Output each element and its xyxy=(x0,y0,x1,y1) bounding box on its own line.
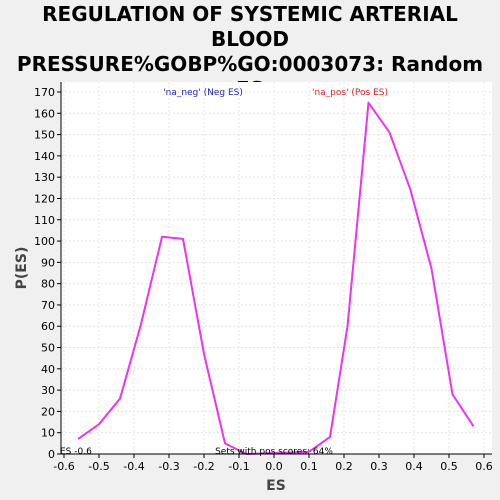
y-tick-label: 60 xyxy=(41,320,55,333)
y-tick-label: 70 xyxy=(41,299,55,312)
y-tick-label: 170 xyxy=(34,86,55,99)
x-tick-label: -0.3 xyxy=(158,460,179,473)
plot-area xyxy=(61,82,492,454)
y-tick-label: 90 xyxy=(41,256,55,269)
x-axis-label: ES xyxy=(266,478,286,494)
y-tick-label: 120 xyxy=(34,192,55,205)
x-tick-label: 0.4 xyxy=(405,460,423,473)
x-tick-label: 0.0 xyxy=(265,460,283,473)
y-tick-label: 100 xyxy=(34,235,55,248)
x-tick-label: 0.1 xyxy=(300,460,318,473)
y-tick-label: 30 xyxy=(41,384,55,397)
x-tick-label: 0.3 xyxy=(370,460,388,473)
y-tick-label: 50 xyxy=(41,342,55,355)
x-tick-label: 0.5 xyxy=(440,460,458,473)
x-tick-label: 0.2 xyxy=(335,460,353,473)
x-tick-label: -0.4 xyxy=(123,460,144,473)
series-line xyxy=(77,101,475,455)
x-tick-label: -0.2 xyxy=(193,460,214,473)
x-tick-label: 0.6 xyxy=(475,460,493,473)
y-tick-label: 130 xyxy=(34,171,55,184)
y-tick-label: 80 xyxy=(41,278,55,291)
x-tick-label: -0.1 xyxy=(228,460,249,473)
y-axis-label: P(ES) xyxy=(14,247,30,290)
pos-scores-annotation: Sets with pos scores: 64% xyxy=(215,447,333,457)
es-marker-label: ES -0.6 xyxy=(60,447,92,457)
y-tick-label: 110 xyxy=(34,214,55,227)
y-tick-label: 10 xyxy=(41,427,55,440)
y-tick-label: 0 xyxy=(48,448,55,461)
y-tick-label: 160 xyxy=(34,107,55,120)
y-tick-label: 150 xyxy=(34,129,55,142)
y-tick-label: 40 xyxy=(41,363,55,376)
x-tick-label: -0.5 xyxy=(88,460,109,473)
legend-neg: 'na_neg' (Neg ES) xyxy=(163,88,243,98)
y-tick-label: 20 xyxy=(41,405,55,418)
y-tick-label: 140 xyxy=(34,150,55,163)
legend-pos: 'na_pos' (Pos ES) xyxy=(312,88,388,98)
x-tick-label: -0.6 xyxy=(53,460,74,473)
